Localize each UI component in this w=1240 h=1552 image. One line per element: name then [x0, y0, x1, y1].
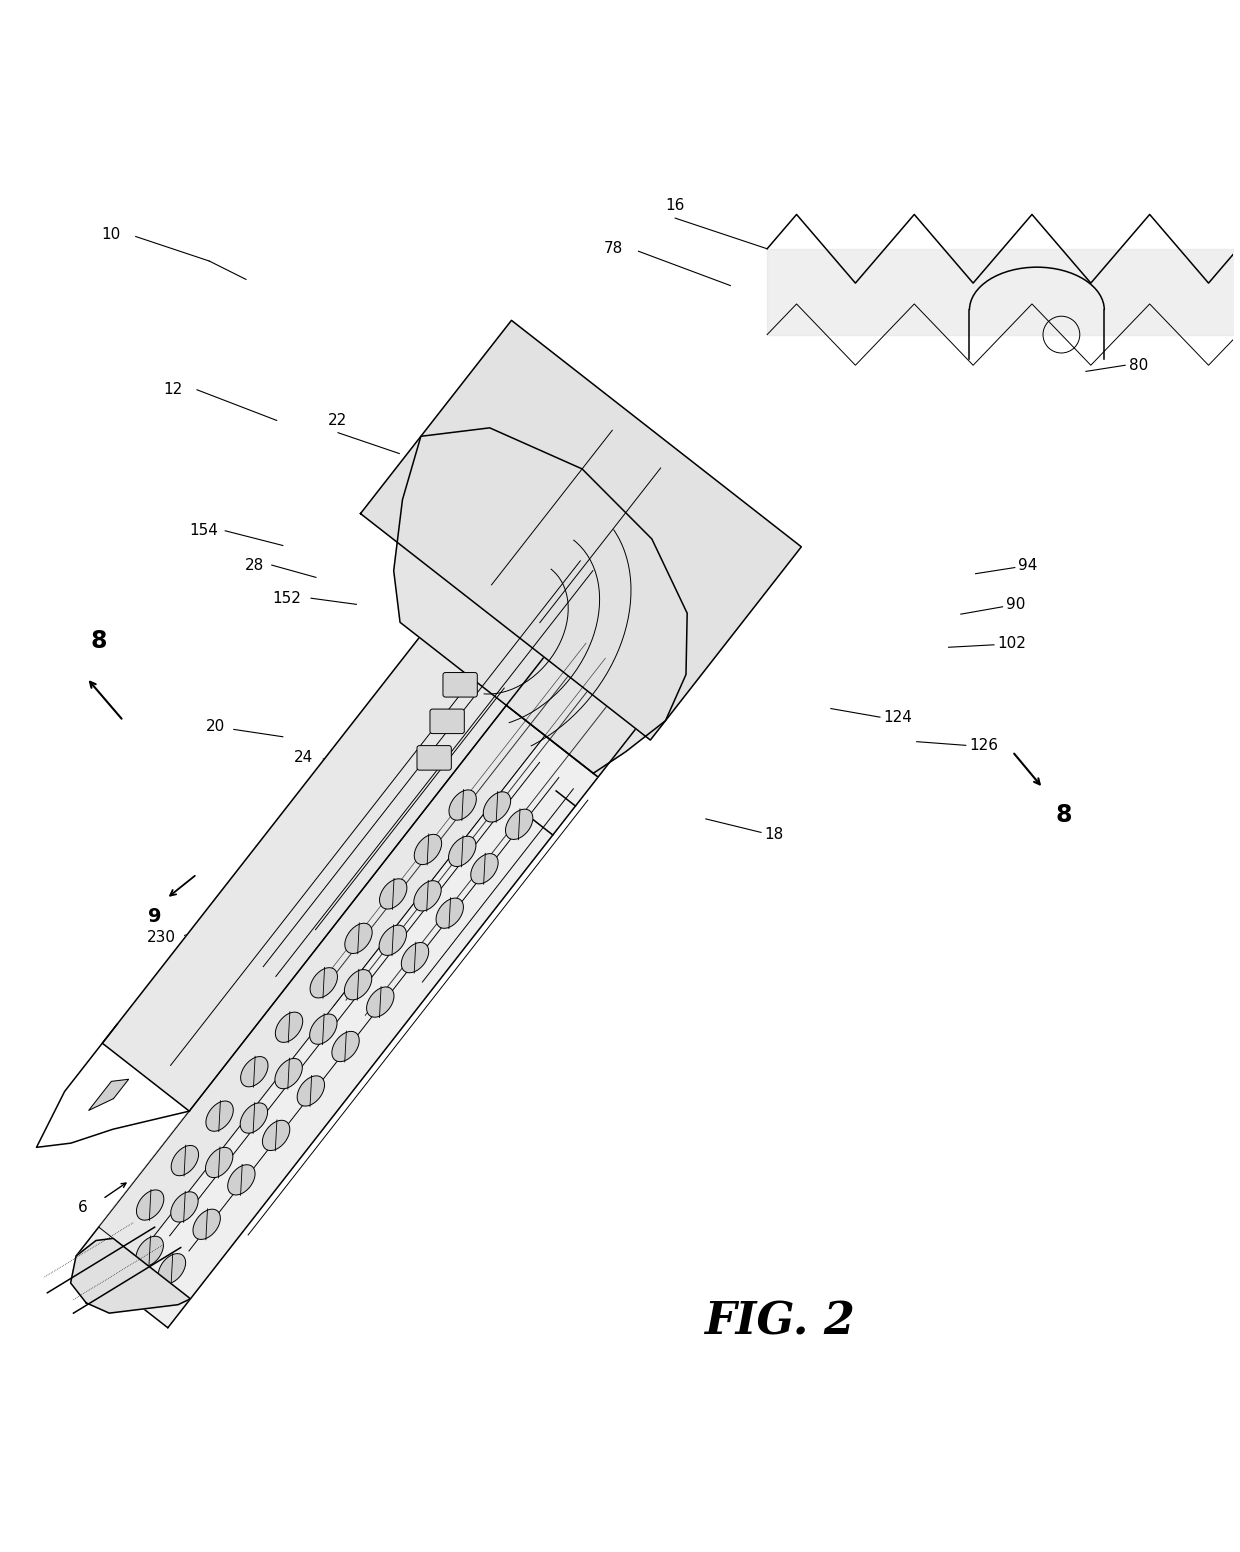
Text: 9,6: 9,6 [609, 478, 656, 504]
Ellipse shape [171, 1192, 198, 1221]
Text: 12: 12 [162, 382, 182, 397]
Ellipse shape [402, 942, 429, 973]
Ellipse shape [206, 1100, 233, 1131]
Text: 18: 18 [765, 827, 784, 843]
Ellipse shape [345, 970, 372, 999]
Ellipse shape [298, 1076, 325, 1107]
Polygon shape [76, 705, 598, 1329]
Text: 16: 16 [666, 199, 684, 213]
Text: 22: 22 [329, 413, 347, 428]
Text: 10: 10 [102, 227, 120, 242]
Ellipse shape [275, 1058, 303, 1090]
Polygon shape [394, 428, 687, 773]
Ellipse shape [449, 837, 476, 866]
Ellipse shape [206, 1147, 233, 1178]
Text: FIG. 2: FIG. 2 [704, 1301, 854, 1342]
Ellipse shape [506, 809, 533, 840]
Polygon shape [103, 590, 544, 1111]
FancyBboxPatch shape [443, 672, 477, 697]
Text: 28: 28 [246, 557, 264, 573]
Ellipse shape [345, 923, 372, 953]
Ellipse shape [436, 899, 464, 928]
Polygon shape [71, 1238, 191, 1313]
Polygon shape [99, 705, 544, 1257]
Text: 154: 154 [188, 523, 218, 539]
Ellipse shape [193, 1209, 221, 1240]
FancyBboxPatch shape [417, 745, 451, 770]
FancyBboxPatch shape [430, 709, 464, 734]
Polygon shape [361, 320, 801, 740]
Polygon shape [99, 705, 544, 1257]
Polygon shape [506, 531, 734, 778]
Text: 8: 8 [91, 630, 107, 653]
Ellipse shape [310, 968, 337, 998]
Ellipse shape [379, 878, 407, 909]
Text: 6: 6 [78, 1200, 88, 1215]
Text: 80: 80 [1128, 359, 1148, 372]
Ellipse shape [136, 1237, 164, 1266]
Ellipse shape [379, 925, 407, 956]
Ellipse shape [275, 1012, 303, 1043]
Ellipse shape [241, 1103, 268, 1133]
Ellipse shape [171, 1145, 198, 1176]
Ellipse shape [241, 1057, 268, 1086]
Text: 230: 230 [148, 930, 176, 945]
Text: 90: 90 [1006, 598, 1025, 611]
Text: 20: 20 [206, 720, 226, 734]
Text: 78: 78 [604, 241, 624, 256]
Ellipse shape [228, 1164, 255, 1195]
Text: 124: 124 [884, 709, 913, 725]
Ellipse shape [159, 1254, 186, 1284]
Ellipse shape [136, 1190, 164, 1220]
Ellipse shape [484, 792, 511, 823]
Text: 152: 152 [273, 591, 301, 605]
Text: 102: 102 [998, 636, 1027, 652]
Text: 94: 94 [1018, 557, 1038, 573]
Text: 9: 9 [148, 908, 161, 927]
Text: 8: 8 [1055, 802, 1073, 827]
Ellipse shape [414, 835, 441, 864]
Ellipse shape [310, 1013, 337, 1044]
Ellipse shape [332, 1032, 360, 1062]
Text: 126: 126 [970, 737, 998, 753]
Ellipse shape [449, 790, 476, 819]
Ellipse shape [263, 1121, 290, 1150]
Ellipse shape [414, 880, 441, 911]
Polygon shape [89, 1079, 129, 1110]
Ellipse shape [367, 987, 394, 1017]
Text: 24: 24 [294, 750, 314, 765]
Ellipse shape [471, 854, 498, 885]
Text: 110: 110 [505, 497, 534, 511]
